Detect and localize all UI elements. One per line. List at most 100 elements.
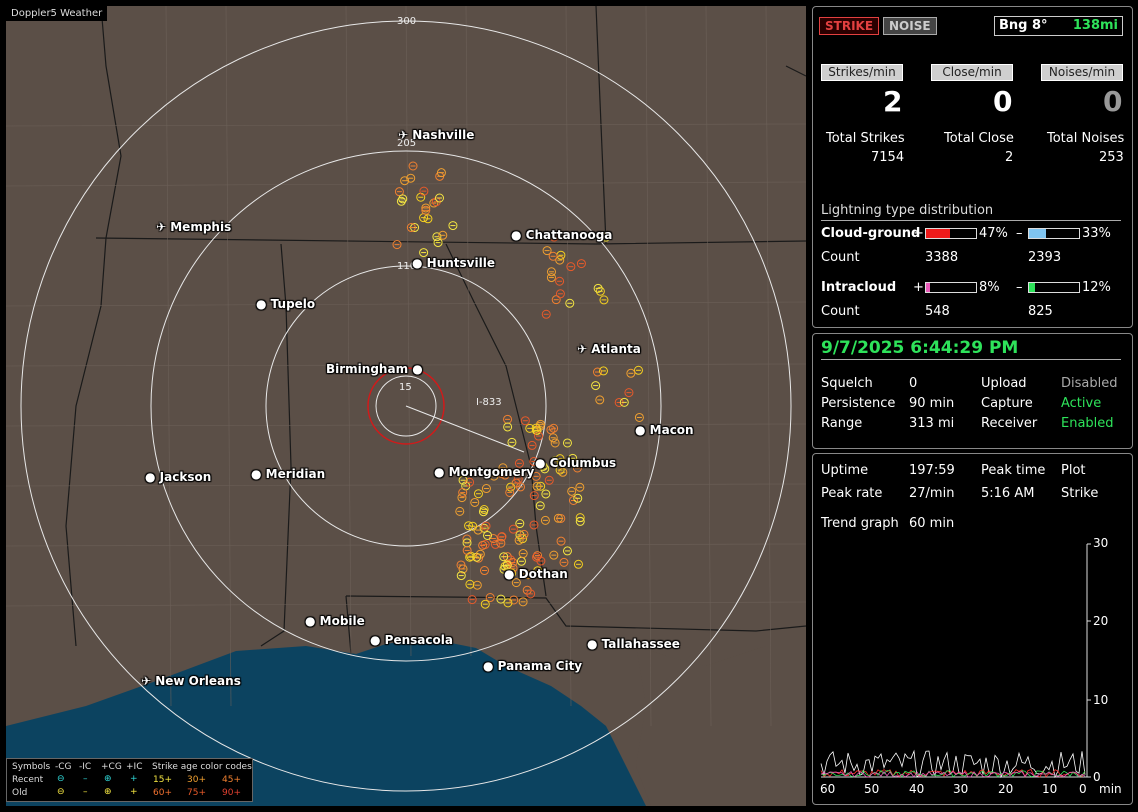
- strike-symbol: [458, 488, 468, 498]
- strike-symbol: [472, 580, 482, 590]
- strike-symbol: [419, 186, 429, 196]
- city-tallahassee: ● Tallahassee: [587, 637, 680, 651]
- strike-symbol: [566, 262, 576, 272]
- legend-recent-label: Recent: [12, 775, 44, 785]
- trend-x-tick-20: 20: [998, 782, 1014, 796]
- legend-old-pos-cg-icon: ⊕: [104, 787, 112, 797]
- strike-symbol: [544, 475, 554, 485]
- strike-symbol: [550, 438, 560, 448]
- strike-symbol: [591, 381, 601, 391]
- legend-recent-pos-cg-icon: ⊕: [104, 774, 112, 784]
- trend-x-tick-50: 50: [864, 782, 880, 796]
- strike-symbol: [505, 487, 515, 497]
- strike-symbol: [503, 598, 513, 608]
- strike-symbol: [488, 534, 498, 544]
- uptime-value: 197:59: [909, 463, 955, 478]
- strike-symbol: [478, 540, 488, 550]
- trend-line: [820, 769, 1086, 778]
- strike-symbol: [626, 368, 636, 378]
- strike-symbol: [529, 491, 539, 501]
- trend-line: [820, 769, 1086, 778]
- strike-symbol: [531, 423, 541, 433]
- strike-symbol: [553, 513, 563, 523]
- strike-symbol: [555, 289, 565, 299]
- total-noises-label: Total Noises: [1047, 131, 1125, 146]
- city-huntsville: ● Huntsville: [412, 256, 495, 270]
- strike-symbol: [546, 273, 556, 283]
- strike-symbol: [508, 524, 518, 534]
- strike-symbol: [555, 255, 565, 265]
- strike-symbol: [507, 568, 517, 578]
- strike-symbol: [595, 286, 605, 296]
- trend-line: [820, 770, 1086, 778]
- trend-graph-label: Trend graph: [821, 516, 899, 531]
- distribution-title: Lightning type distribution: [821, 203, 994, 218]
- city-chattanooga: ● Chattanooga: [511, 228, 613, 242]
- close-per-min-value: 0: [993, 85, 1013, 118]
- bearing-box: Bng 8° 138mi: [994, 16, 1123, 36]
- datetime: 9/7/2025 6:44:29 PM: [821, 338, 1019, 358]
- city-meridian: ● Meridian: [251, 467, 326, 481]
- lightning-map[interactable]: 300 205 110 15 I-833 ✈ Nashville ✈ Memph…: [6, 6, 806, 806]
- strike-symbol: [523, 570, 533, 580]
- strike-symbol: [535, 501, 545, 511]
- strike-symbol: [456, 571, 466, 581]
- strike-symbol: [518, 597, 528, 607]
- strike-symbol: [546, 267, 556, 277]
- ic-plus-sign: +: [913, 280, 924, 295]
- squelch-value: 0: [909, 376, 918, 391]
- upload-label: Upload: [981, 376, 1027, 391]
- strike-symbol: [406, 173, 416, 183]
- strike-symbol: [513, 474, 523, 484]
- strike-symbol: [538, 461, 548, 471]
- city-new-orleans: ✈ New Orleans: [141, 674, 241, 688]
- strike-symbol: [514, 458, 524, 468]
- legend-old-label: Old: [12, 788, 28, 798]
- legend-age-75: 75+: [187, 788, 206, 798]
- trend-span-value: 60 min: [909, 516, 955, 531]
- plot-label: Plot: [1061, 463, 1086, 478]
- ic-negative-bar: [1028, 282, 1080, 293]
- ic-positive-count: 548: [925, 304, 950, 319]
- strike-symbol: [619, 397, 629, 407]
- strike-symbol: [497, 532, 507, 542]
- city-birmingham: Birmingham ●: [326, 362, 423, 376]
- uptime-label: Uptime: [821, 463, 869, 478]
- strike-symbol: [496, 538, 506, 548]
- strike-symbol: [489, 471, 499, 481]
- strike-symbol: [400, 176, 410, 186]
- strike-symbol: [467, 595, 477, 605]
- peak-time-value: 5:16 AM: [981, 486, 1035, 501]
- ring-label-205: 205: [397, 138, 417, 149]
- strike-symbol: [455, 506, 465, 516]
- persistence-label: Persistence: [821, 396, 896, 411]
- app-title: Doppler5 Weather: [6, 6, 108, 21]
- strike-symbol: [520, 569, 530, 579]
- strike-symbol: [408, 161, 418, 171]
- noise-mode-button[interactable]: NOISE: [883, 17, 937, 35]
- strike-symbol: [394, 187, 404, 197]
- city-columbus: ● Columbus: [535, 456, 617, 470]
- city-montgomery: ● Montgomery: [434, 465, 535, 479]
- legend-age-30: 30+: [187, 775, 206, 785]
- intracloud-label: Intracloud: [821, 280, 897, 295]
- total-strikes-value: 7154: [871, 150, 905, 165]
- total-strikes-label: Total Strikes: [826, 131, 905, 146]
- strike-symbol: [465, 477, 475, 487]
- highway-label: I-833: [476, 397, 502, 408]
- trend-y-tick-10: 10: [1093, 693, 1109, 707]
- legend-pos-cg: +CG: [101, 762, 122, 772]
- strike-mode-button[interactable]: STRIKE: [819, 17, 880, 35]
- strike-symbol: [429, 198, 439, 208]
- city-panama-city: ● Panama City: [483, 659, 583, 673]
- legend-age-15: 15+: [153, 775, 172, 785]
- strike-symbol: [568, 453, 578, 463]
- strike-symbol: [436, 168, 446, 178]
- legend-neg-cg: -CG: [55, 762, 72, 772]
- city-atlanta: ✈ Atlanta: [577, 342, 641, 356]
- strike-symbol: [529, 520, 539, 530]
- strike-symbol: [421, 205, 431, 215]
- trend-x-tick-30: 30: [953, 782, 969, 796]
- strike-symbol: [481, 521, 491, 531]
- strike-symbol: [448, 221, 458, 231]
